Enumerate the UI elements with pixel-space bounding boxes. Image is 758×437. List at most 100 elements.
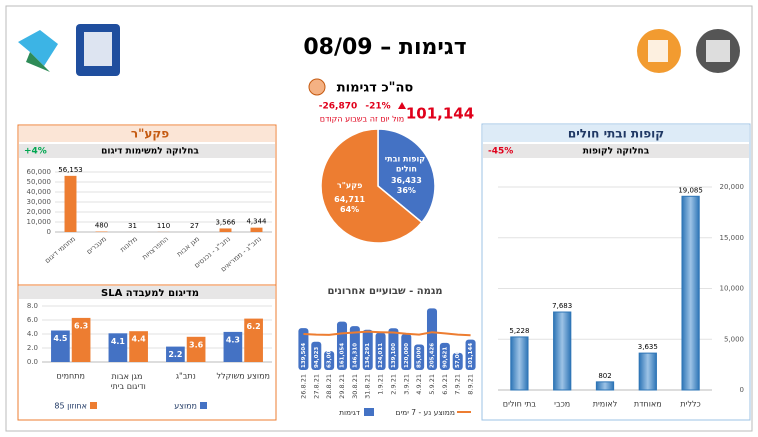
- legend-label: ממוצע: [174, 402, 197, 411]
- pie-label: פקע"ר: [337, 181, 362, 190]
- y-tick-label: 4.0: [27, 330, 38, 338]
- legend-label: דגימות: [339, 408, 360, 417]
- bar: [298, 328, 309, 370]
- data-label: 57,000: [455, 347, 461, 368]
- x-tick-label: 26.8.21: [299, 374, 307, 399]
- bar: [108, 333, 128, 362]
- y-tick-label: 8.0: [27, 302, 38, 310]
- bar: [553, 311, 572, 391]
- x-tick-label: 31.8.21: [364, 374, 372, 399]
- x-tick-label: לאומית: [593, 400, 618, 409]
- y-tick-label: 50,000: [27, 178, 52, 186]
- bar: [349, 326, 360, 370]
- y-tick-label: 10,000: [720, 285, 745, 293]
- y-tick-label: 6.0: [27, 316, 38, 324]
- data-label: 110: [157, 222, 170, 230]
- bar: [681, 195, 700, 391]
- x-tick-label: 28.8.21: [325, 374, 333, 399]
- bar: [375, 332, 386, 370]
- logo-left: [18, 24, 120, 76]
- legend-swatch: [200, 402, 207, 409]
- data-label: 3,635: [638, 343, 658, 351]
- y-tick-label: 0: [47, 228, 51, 236]
- data-label: 161,054: [340, 343, 346, 368]
- x-tick-label: 2.9.21: [389, 374, 397, 395]
- data-label: 4.4: [132, 335, 147, 344]
- legend-label: אחוזון 85: [54, 402, 87, 411]
- bar: [439, 342, 450, 370]
- panel-title: פקע"ר: [131, 127, 169, 141]
- panel-header: [19, 126, 275, 142]
- data-label: 4,344: [246, 218, 267, 226]
- bar: [465, 339, 476, 370]
- data-label: 94,023: [314, 347, 320, 368]
- data-label: 2.2: [168, 350, 182, 359]
- bar: [414, 344, 425, 370]
- bar: [362, 329, 373, 370]
- bar: [311, 341, 322, 370]
- pie-slice: [377, 128, 436, 224]
- x-tick-label: 5.9.21: [428, 374, 436, 395]
- bar: [595, 381, 615, 391]
- data-label: 90,621: [442, 347, 448, 368]
- data-label: 7,683: [552, 302, 572, 310]
- bar: [510, 336, 529, 391]
- data-label: 120,000: [404, 343, 410, 368]
- data-label: 3,566: [215, 218, 236, 226]
- data-label: 139,100: [391, 343, 397, 368]
- data-label: 802: [598, 372, 611, 380]
- bar: [223, 331, 243, 362]
- legend-label: ממוצע נע - 7 ימים: [395, 408, 455, 417]
- data-label: 27: [190, 222, 199, 230]
- y-tick-label: 20,000: [27, 208, 52, 216]
- bar: [250, 227, 263, 232]
- data-label: 56,153: [58, 166, 83, 174]
- x-tick-label: 30.8.21: [351, 374, 359, 399]
- y-tick-label: 0: [740, 386, 744, 394]
- summary-total: 101,144: [406, 105, 474, 123]
- bar: [51, 330, 70, 362]
- data-label: 3.6: [189, 340, 204, 349]
- x-tick-label: מגן אבות ודיגום ביתי: [111, 372, 146, 391]
- data-label: 139,504: [301, 343, 307, 368]
- data-label: 5,228: [509, 327, 529, 335]
- panel-header: [19, 286, 275, 299]
- pie-slice: [320, 128, 423, 244]
- data-label: 205,426: [430, 343, 436, 368]
- bar: [638, 352, 657, 391]
- x-tick-label: 6.9.21: [441, 374, 449, 395]
- x-tick-label: בתי חולים: [503, 400, 537, 409]
- data-label: 6.2: [247, 322, 261, 331]
- data-label: 19,085: [678, 186, 703, 194]
- x-tick-label: 7.9.21: [454, 374, 462, 395]
- panel-subtitle: בחלוקה לקופות: [583, 147, 650, 157]
- y-tick-label: 30,000: [27, 198, 52, 206]
- bar: [324, 351, 335, 370]
- data-label: 4.3: [226, 335, 240, 344]
- bar: [64, 175, 77, 232]
- x-tick-label: ממוצע משוקלל: [217, 372, 270, 381]
- x-tick-label: 27.8.21: [312, 374, 320, 399]
- y-tick-label: 5,000: [724, 335, 744, 343]
- y-tick-label: 2.0: [27, 344, 38, 352]
- x-tick-label: כללית: [680, 400, 700, 409]
- y-tick-label: 40,000: [27, 188, 52, 196]
- summary-change: -26,870: [319, 102, 357, 112]
- y-tick-label: 0.0: [27, 358, 38, 366]
- legend-swatch: [90, 402, 97, 409]
- bar: [166, 346, 185, 362]
- panel-header: [483, 125, 749, 142]
- data-label: 101,144: [468, 343, 474, 368]
- bar: [426, 308, 438, 370]
- data-label: 480: [95, 222, 108, 230]
- data-label: 63,000: [327, 347, 333, 368]
- x-tick-label: 1.9.21: [377, 374, 385, 395]
- data-label: 124,011: [378, 343, 384, 368]
- bar: [186, 336, 206, 362]
- y-tick-label: 20,000: [720, 183, 745, 191]
- panel-subheader: [483, 144, 749, 158]
- pie-label: קופות ובתי חולים: [385, 154, 428, 173]
- pie-value: 36,433: [391, 176, 422, 185]
- summary-title: סה"כ דגימות: [337, 81, 414, 96]
